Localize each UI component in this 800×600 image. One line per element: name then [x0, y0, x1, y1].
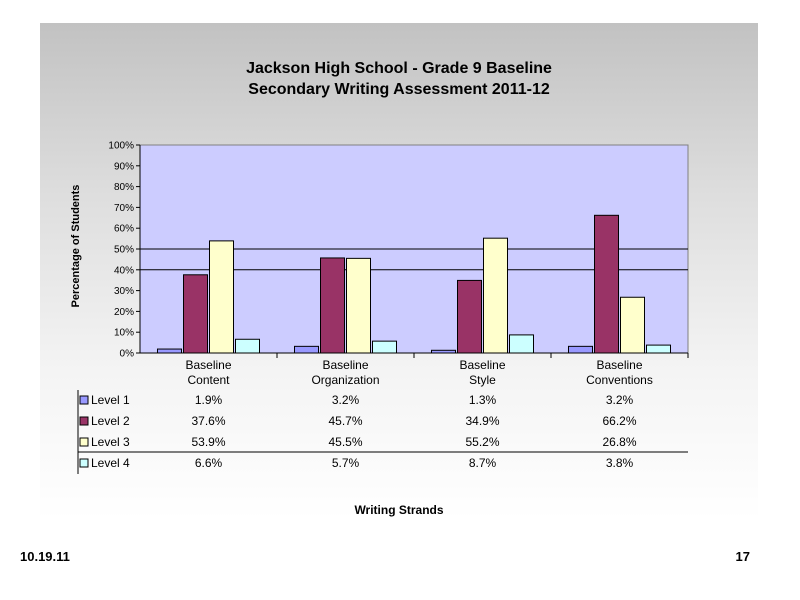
bar-level-1-4 [568, 345, 593, 354]
data-label: 45.5% [328, 435, 362, 449]
data-label: 1.9% [195, 393, 223, 407]
data-label: 37.6% [191, 414, 225, 428]
legend-entry: Level 1 [91, 393, 130, 407]
chart-title-block: Jackson High School - Grade 9 Baseline S… [40, 58, 758, 100]
data-label: 55.2% [465, 435, 499, 449]
category-label: Content [187, 373, 230, 387]
legend-entry: Level 3 [91, 435, 130, 449]
x-axis-label: Writing Strands [354, 503, 444, 517]
y-tick-label: 10% [114, 328, 134, 339]
bar-level-2-2 [320, 257, 345, 354]
bar-level-1-2 [294, 345, 319, 354]
data-label: 3.2% [332, 393, 360, 407]
data-label: 34.9% [465, 414, 499, 428]
category-label: Baseline [185, 358, 231, 372]
data-label: 8.7% [469, 456, 497, 470]
legend-swatch [79, 437, 89, 447]
data-label: 1.3% [469, 393, 497, 407]
legend-entry: Level 4 [91, 456, 130, 470]
bar-level-1-1 [157, 348, 182, 354]
bar-level-4-4 [646, 344, 671, 354]
category-label: Baseline [459, 358, 505, 372]
chart-subtitle: Secondary Writing Assessment 2011-12 [248, 81, 550, 98]
legend-entry: Level 2 [91, 414, 130, 428]
y-tick-label: 100% [108, 141, 134, 152]
y-tick-label: 80% [114, 182, 134, 193]
category-label: Baseline [596, 358, 642, 372]
bar-level-3-1 [209, 240, 234, 354]
y-tick-label: 30% [114, 286, 134, 297]
y-tick-label: 50% [114, 245, 134, 256]
category-label: Style [469, 373, 496, 387]
legend-swatch [79, 416, 89, 426]
y-tick-label: 90% [114, 161, 134, 172]
bar-level-3-2 [346, 257, 371, 354]
slide-date: 10.19.11 [20, 549, 70, 564]
category-label: Organization [311, 373, 379, 387]
data-label: 3.8% [606, 456, 634, 470]
y-tick-label: 60% [114, 224, 134, 235]
data-label: 53.9% [191, 435, 225, 449]
data-label: 3.2% [606, 393, 634, 407]
bar-level-4-3 [509, 334, 534, 354]
category-label: Conventions [586, 373, 653, 387]
data-label: 66.2% [602, 414, 636, 428]
bar-level-1-3 [431, 349, 456, 354]
y-tick-label: 40% [114, 265, 134, 276]
bar-level-3-3 [483, 237, 508, 354]
bar-level-2-4 [594, 214, 619, 354]
data-label: 6.6% [195, 456, 223, 470]
y-axis-label: Percentage of Students [70, 184, 82, 308]
y-tick-label: 20% [114, 307, 134, 318]
bar-level-4-1 [235, 338, 260, 354]
data-label: 45.7% [328, 414, 362, 428]
y-tick-label: 70% [114, 203, 134, 214]
slide-page-number: 17 [735, 549, 750, 564]
data-label: 5.7% [332, 456, 360, 470]
legend-swatch [79, 458, 89, 468]
bar-level-4-2 [372, 340, 397, 354]
bar-level-2-1 [183, 274, 208, 354]
category-label: Baseline [322, 358, 368, 372]
legend-swatch [79, 395, 89, 405]
y-tick-label: 0% [120, 349, 135, 360]
chart-title: Jackson High School - Grade 9 Baseline [246, 60, 552, 77]
bar-level-3-4 [620, 296, 645, 354]
data-label: 26.8% [602, 435, 636, 449]
bar-level-2-3 [457, 279, 482, 354]
